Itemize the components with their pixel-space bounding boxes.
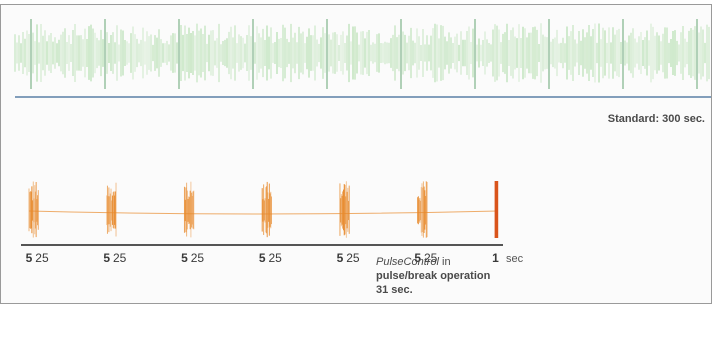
x-tick-label: 5 <box>181 251 188 265</box>
x-tick-label: 5 <box>414 251 421 265</box>
chart-svg: 5 25 5 25 5 25 5 25 5 25 5 25 1 sec <box>14 19 711 265</box>
x-tick-labels: 5 25 5 25 5 25 5 25 5 25 5 25 1 sec <box>26 251 524 265</box>
pulse-caption: PulseControl in pulse/break operation 31… <box>376 255 490 297</box>
x-tick-label: 25 <box>191 251 205 265</box>
x-tick-label: 25 <box>424 251 438 265</box>
pulse-trace <box>28 181 499 238</box>
x-tick-label: 25 <box>268 251 282 265</box>
caption-duration: 31 sec. <box>376 284 413 296</box>
standard-trace <box>14 19 710 89</box>
caption-mode: pulse/break operation <box>376 270 491 282</box>
x-tick-label: 5 <box>26 251 33 265</box>
standard-label: Standard: 300 sec. <box>607 113 705 125</box>
x-tick-label: 5 <box>337 251 344 265</box>
caption-name: PulseControl <box>376 256 439 268</box>
x-tick-label: 25 <box>35 251 49 265</box>
x-unit-label: sec <box>506 253 524 265</box>
pulse-baseline <box>28 210 499 215</box>
x-tick-label: 25 <box>113 251 127 265</box>
chart-figure: 5 25 5 25 5 25 5 25 5 25 5 25 1 sec Standard: 300 sec… <box>0 4 712 304</box>
x-tick-label: 1 <box>492 251 499 265</box>
caption-suffix: in <box>438 256 451 268</box>
x-tick-label: 5 <box>259 251 266 265</box>
x-tick-label: 25 <box>346 251 360 265</box>
x-tick-label: 5 <box>103 251 110 265</box>
